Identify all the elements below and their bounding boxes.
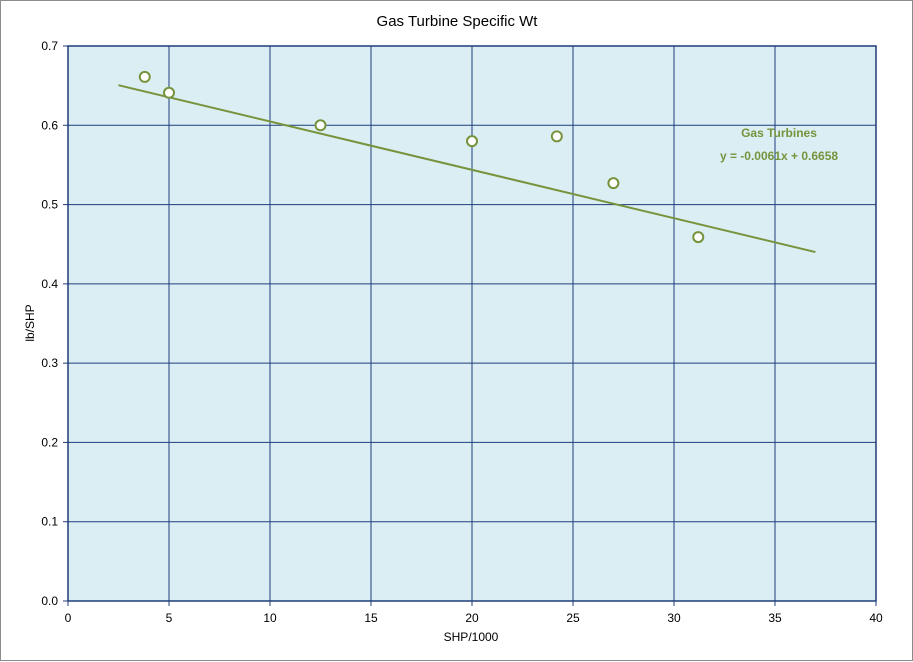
trendline: [118, 84, 816, 254]
x-tick-label: 25: [566, 611, 580, 625]
data-point: [138, 70, 151, 83]
x-tick-label: 35: [768, 611, 782, 625]
data-point: [550, 130, 563, 143]
trendline-label-equation: y = -0.0061x + 0.6658: [720, 149, 838, 163]
data-point: [314, 119, 327, 132]
x-tick-label: 40: [869, 611, 883, 625]
x-tick-label: 20: [465, 611, 479, 625]
y-axis-label: lb/SHP: [23, 304, 37, 341]
data-point: [607, 177, 620, 190]
x-axis-label: SHP/1000: [444, 630, 499, 644]
x-tick-label: 30: [667, 611, 681, 625]
tick-labels: 0 5 10 15 20 25 30 35 40 0.0 0.1 0.2 0.3 0.4 0.5 0.6 0.7: [41, 39, 883, 625]
y-tick-label: 0.6: [41, 118, 58, 132]
data-point: [466, 135, 478, 148]
y-tick-label: 0.0: [41, 594, 58, 608]
y-tick-label: 0.3: [41, 356, 58, 370]
x-tick-label: 5: [166, 611, 173, 625]
chart-title: Gas Turbine Specific Wt: [377, 13, 539, 30]
x-tick-label: 10: [263, 611, 277, 625]
y-tick-label: 0.4: [41, 277, 58, 291]
data-point: [692, 231, 705, 244]
x-tick-label: 15: [364, 611, 378, 625]
data-point: [163, 86, 175, 99]
x-tick-label: 0: [65, 611, 72, 625]
data-points: [138, 70, 705, 244]
trendline-label-name: Gas Turbines: [741, 126, 817, 140]
y-tick-label: 0.7: [41, 39, 58, 53]
y-tick-label: 0.1: [41, 515, 58, 529]
y-tick-label: 0.2: [41, 435, 58, 449]
y-tick-label: 0.5: [41, 198, 58, 212]
